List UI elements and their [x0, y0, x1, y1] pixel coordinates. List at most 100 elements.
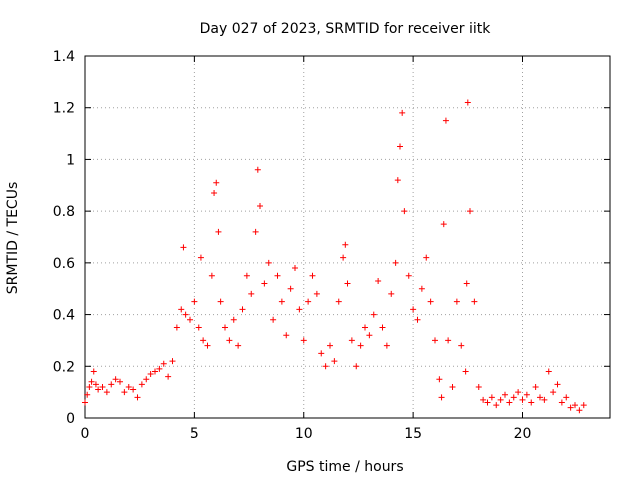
data-point	[217, 298, 224, 305]
data-point	[432, 337, 438, 344]
data-point	[138, 381, 145, 388]
data-point	[257, 202, 263, 209]
data-point	[90, 368, 97, 375]
data-point	[563, 394, 570, 401]
data-point	[86, 383, 93, 390]
data-point	[274, 272, 281, 279]
y-tick-label: 0	[66, 411, 75, 427]
data-point	[405, 272, 412, 279]
data-point	[204, 342, 211, 349]
data-point	[436, 376, 443, 383]
data-point	[230, 316, 237, 323]
data-point	[480, 396, 487, 403]
data-point	[99, 383, 106, 390]
axis-ticks	[84, 55, 610, 419]
data-point	[353, 363, 360, 370]
data-point	[440, 221, 447, 228]
x-tick-label: 0	[81, 426, 90, 442]
data-point	[226, 337, 233, 344]
data-point	[475, 383, 482, 390]
data-point	[318, 350, 325, 357]
data-point	[414, 316, 421, 323]
data-point	[392, 259, 399, 266]
data-point	[130, 386, 137, 393]
data-point	[252, 228, 259, 235]
data-point	[211, 190, 218, 197]
data-point	[125, 383, 132, 390]
data-point	[449, 383, 456, 390]
data-point	[180, 244, 187, 251]
data-point	[572, 402, 578, 409]
data-point	[152, 368, 158, 375]
data-point	[497, 396, 504, 403]
data-point	[112, 376, 119, 383]
data-point	[453, 298, 460, 305]
data-point	[488, 394, 495, 401]
data-point	[327, 342, 333, 349]
x-tick-label: 15	[404, 426, 422, 442]
data-point	[335, 298, 342, 305]
data-point	[510, 394, 517, 401]
data-point	[195, 324, 202, 331]
data-point	[287, 285, 294, 292]
data-point	[222, 324, 228, 331]
data-point	[191, 298, 198, 305]
y-tick-labels: 0 0.2 0.4 0.6 0.8 1 1.2 1.4	[53, 49, 75, 427]
data-point	[576, 407, 583, 414]
data-point	[567, 404, 574, 411]
data-point	[458, 342, 465, 349]
data-point	[462, 368, 469, 375]
data-point	[165, 373, 172, 380]
data-point	[558, 399, 565, 406]
data-point	[362, 324, 368, 331]
data-point	[383, 342, 390, 349]
data-point	[134, 394, 141, 401]
data-point	[523, 391, 530, 398]
data-point	[143, 376, 150, 383]
y-axis-label: SRMTID / TECUs	[5, 182, 21, 295]
data-point	[92, 381, 99, 388]
data-point	[445, 337, 452, 344]
data-point	[84, 391, 91, 398]
data-point	[379, 324, 386, 331]
data-point	[197, 254, 204, 261]
data-point	[270, 316, 277, 323]
data-point	[484, 399, 491, 406]
data-point	[388, 290, 395, 297]
data-point	[95, 386, 102, 393]
data-point	[506, 399, 513, 406]
data-point	[313, 290, 320, 297]
data-point	[121, 389, 128, 396]
x-tick-label: 20	[514, 426, 532, 442]
data-point	[550, 389, 557, 396]
data-point	[200, 337, 207, 344]
data-points	[82, 99, 587, 414]
data-point	[156, 365, 163, 372]
data-point	[515, 389, 522, 396]
data-point	[322, 363, 329, 370]
data-point	[309, 272, 316, 279]
plot-frame	[84, 55, 611, 419]
data-point	[554, 381, 561, 388]
data-point	[213, 179, 220, 186]
data-point	[410, 306, 417, 313]
x-tick-label: 5	[190, 426, 199, 442]
data-point	[243, 272, 250, 279]
data-point	[438, 394, 445, 401]
data-point	[265, 259, 272, 266]
data-point	[117, 378, 123, 385]
data-point	[528, 399, 535, 406]
data-point	[467, 208, 473, 215]
data-point	[292, 265, 298, 272]
data-point	[375, 277, 382, 284]
data-point	[580, 402, 587, 409]
data-point	[357, 342, 364, 349]
data-point	[147, 371, 154, 378]
y-tick-label: 1.4	[53, 49, 75, 65]
data-point	[182, 311, 189, 318]
data-point	[370, 311, 377, 318]
data-point	[108, 381, 115, 388]
y-tick-label: 0.8	[53, 204, 75, 220]
data-point	[173, 324, 180, 331]
